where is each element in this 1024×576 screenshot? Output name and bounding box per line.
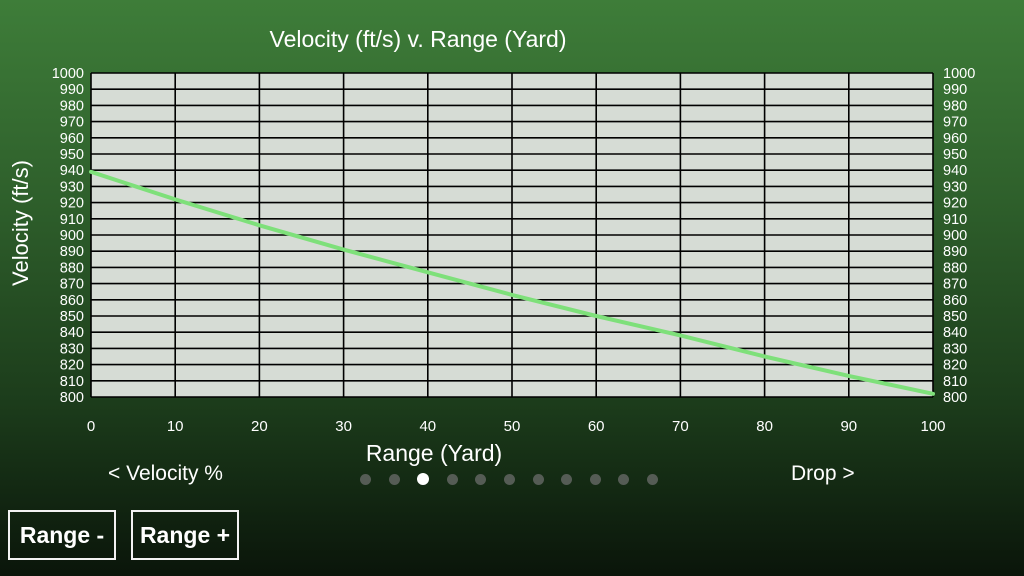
y-tick-label-right: 860 xyxy=(943,293,967,309)
chart-title: Velocity (ft/s) v. Range (Yard) xyxy=(270,26,567,52)
y-tick-label-right: 840 xyxy=(943,325,967,341)
y-tick-label-right: 1000 xyxy=(943,66,975,82)
page-dot[interactable] xyxy=(446,473,458,485)
page-dot[interactable] xyxy=(503,473,515,485)
y-tick-label-left: 850 xyxy=(60,309,84,325)
y-tick-label-left: 950 xyxy=(60,147,84,163)
y-tick-label-right: 810 xyxy=(943,374,967,390)
y-tick-label-right: 950 xyxy=(943,147,967,163)
y-tick-label-left: 940 xyxy=(60,163,84,179)
y-tick-label-left: 910 xyxy=(60,212,84,228)
page-dot[interactable] xyxy=(360,473,371,485)
y-tick-label-right: 940 xyxy=(943,163,967,179)
y-axis-label: Velocity (ft/s) xyxy=(8,160,33,286)
y-tick-label-right: 910 xyxy=(943,212,967,228)
range-minus-button[interactable]: Range - xyxy=(8,510,116,560)
y-tick-label-right: 980 xyxy=(943,98,967,114)
y-tick-label-right: 880 xyxy=(943,260,967,276)
x-tick-label: 20 xyxy=(251,418,268,435)
y-tick-label-right: 970 xyxy=(943,115,967,131)
x-tick-label: 100 xyxy=(920,418,945,435)
x-axis-ticks: 0 10 20 30 40 50 60 70 80 90 100 xyxy=(87,418,946,435)
range-plus-button[interactable]: Range + xyxy=(131,510,239,560)
y-tick-label-left: 970 xyxy=(60,115,84,131)
page-dot[interactable] xyxy=(589,473,601,485)
x-tick-label: 10 xyxy=(167,418,184,435)
y-tick-label-right: 990 xyxy=(943,82,967,98)
x-tick-label: 0 xyxy=(87,418,95,435)
y-tick-label-left: 1000 xyxy=(52,66,84,82)
y-tick-label-left: 890 xyxy=(60,244,84,260)
y-tick-label-right: 890 xyxy=(943,244,967,260)
x-tick-label: 40 xyxy=(419,418,436,435)
y-tick-label-right: 930 xyxy=(943,179,967,195)
y-tick-label-right: 850 xyxy=(943,309,967,325)
y-tick-label-left: 820 xyxy=(60,358,84,374)
page-dot[interactable] xyxy=(532,473,544,485)
page-dot[interactable] xyxy=(618,473,630,485)
y-tick-label-left: 860 xyxy=(60,293,84,309)
y-tick-label-left: 800 xyxy=(60,390,84,406)
y-tick-label-right: 800 xyxy=(943,390,967,406)
velocity-series-line xyxy=(89,169,935,396)
y-tick-label-right: 870 xyxy=(943,277,967,293)
y-tick-label-right: 900 xyxy=(943,228,967,244)
y-tick-label-left: 810 xyxy=(60,374,84,390)
series-layer xyxy=(89,169,935,396)
x-tick-label: 80 xyxy=(756,418,773,435)
y-axis-left-ticks: 8008108208308408508608708808909009109209… xyxy=(52,66,84,406)
prev-page-velocity-percent-link[interactable]: < Velocity % xyxy=(108,462,223,485)
y-tick-label-right: 960 xyxy=(943,131,967,147)
page-dot[interactable] xyxy=(646,473,658,485)
y-tick-label-left: 870 xyxy=(60,277,84,293)
x-tick-label: 60 xyxy=(588,418,605,435)
x-tick-label: 90 xyxy=(840,418,857,435)
page-indicator[interactable] xyxy=(360,472,676,486)
x-tick-label: 50 xyxy=(504,418,521,435)
y-tick-label-left: 980 xyxy=(60,98,84,114)
page-dot[interactable] xyxy=(388,473,400,485)
y-tick-label-left: 830 xyxy=(60,341,84,357)
y-tick-label-left: 990 xyxy=(60,82,84,98)
x-axis-label: Range (Yard) xyxy=(366,440,502,466)
y-tick-label-right: 820 xyxy=(943,358,967,374)
page-dot-active[interactable] xyxy=(417,473,430,485)
y-tick-label-right: 830 xyxy=(943,341,967,357)
y-tick-label-right: 920 xyxy=(943,196,967,212)
y-tick-label-left: 960 xyxy=(60,131,84,147)
x-tick-label: 70 xyxy=(672,418,689,435)
y-tick-label-left: 900 xyxy=(60,228,84,244)
page-dot[interactable] xyxy=(561,473,573,485)
y-tick-label-left: 880 xyxy=(60,260,84,276)
y-axis-right-ticks: 8008108208308408508608708808909009109209… xyxy=(943,66,975,406)
y-tick-label-left: 840 xyxy=(60,325,84,341)
y-tick-label-left: 920 xyxy=(60,196,84,212)
y-tick-label-left: 930 xyxy=(60,179,84,195)
plot-area xyxy=(90,72,934,398)
next-page-drop-link[interactable]: Drop > xyxy=(791,462,855,485)
page-dot[interactable] xyxy=(475,473,487,485)
x-tick-label: 30 xyxy=(335,418,352,435)
